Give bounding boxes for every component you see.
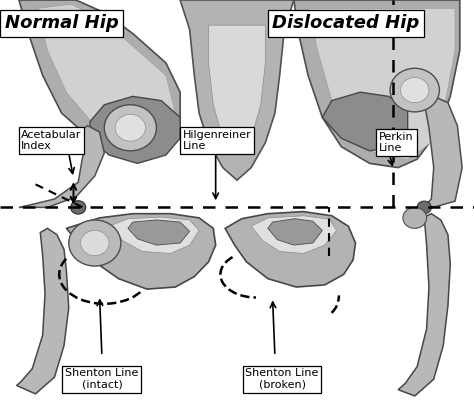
Polygon shape xyxy=(398,214,450,396)
Text: Normal Hip: Normal Hip xyxy=(5,14,118,32)
Polygon shape xyxy=(109,217,199,253)
Text: Acetabular
Index: Acetabular Index xyxy=(21,129,82,151)
Polygon shape xyxy=(128,220,190,245)
Polygon shape xyxy=(90,96,180,163)
Polygon shape xyxy=(225,212,356,287)
Polygon shape xyxy=(268,219,322,245)
Polygon shape xyxy=(308,8,455,159)
Text: Hilgenreiner
Line: Hilgenreiner Line xyxy=(182,129,251,151)
Polygon shape xyxy=(38,4,175,138)
Circle shape xyxy=(390,68,439,112)
Polygon shape xyxy=(66,214,216,289)
Circle shape xyxy=(104,105,156,151)
Text: Dislocated Hip: Dislocated Hip xyxy=(273,14,419,32)
Text: Shenton Line
(broken): Shenton Line (broken) xyxy=(246,368,319,390)
Polygon shape xyxy=(19,126,104,207)
Polygon shape xyxy=(251,216,337,253)
Circle shape xyxy=(81,230,109,256)
Circle shape xyxy=(115,114,146,141)
Polygon shape xyxy=(294,0,460,168)
Circle shape xyxy=(69,220,121,266)
Polygon shape xyxy=(417,96,462,207)
Circle shape xyxy=(403,207,427,228)
Text: Perkin
Line: Perkin Line xyxy=(379,132,414,153)
Polygon shape xyxy=(19,0,180,151)
Circle shape xyxy=(417,201,431,214)
Circle shape xyxy=(71,201,86,214)
Circle shape xyxy=(401,78,429,103)
Polygon shape xyxy=(209,25,265,155)
Polygon shape xyxy=(180,0,294,180)
Polygon shape xyxy=(322,92,408,151)
Polygon shape xyxy=(17,228,69,394)
Text: Shenton Line
(intact): Shenton Line (intact) xyxy=(65,368,138,390)
